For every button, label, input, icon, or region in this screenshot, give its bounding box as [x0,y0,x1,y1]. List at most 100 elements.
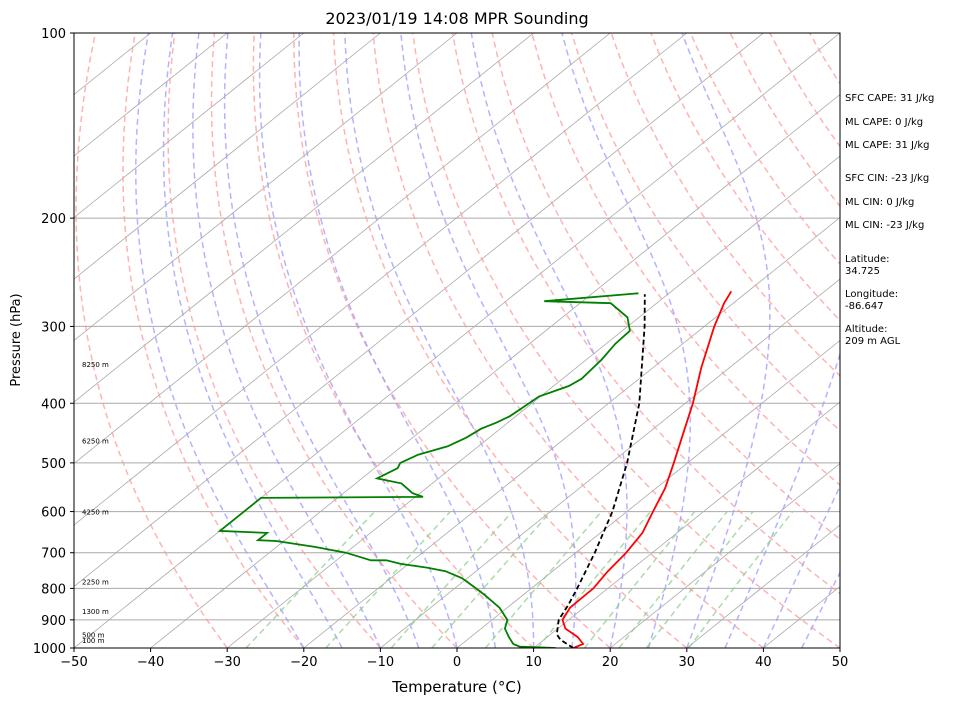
x-tick-label: 20 [602,655,619,670]
mixing-ratio-line [484,511,602,648]
isotherm-line [380,278,840,648]
y-tick-label: 300 [41,320,66,335]
x-tick-label: 40 [755,655,772,670]
isotherm-line [303,216,840,648]
height-label: 4250 m [82,509,109,517]
y-tick-label: 900 [41,614,66,629]
sfc-cin-label: SFC CIN: -23 J/kg [845,173,930,184]
dry-adiabat-line [412,33,840,648]
y-tick-label: 200 [41,212,66,227]
dry-adiabat-line [122,33,305,648]
mixing-ratio-line [390,511,513,648]
x-tick-label: −40 [137,655,164,670]
dry-adiabat-line [332,33,688,648]
y-tick-label: 400 [41,397,66,412]
temperature-line [561,290,733,648]
isotherm-line [74,33,381,280]
dry-adiabat-line [252,33,535,648]
moist-adiabat-line [162,33,343,648]
y-tick-label: 1000 [33,642,66,657]
y-tick-label: 700 [41,547,66,562]
sfc-cape-label: SFC CAPE: 31 J/kg [845,93,935,104]
isotherm-line [456,339,840,648]
x-tick-label: 30 [679,655,696,670]
height-label: 1300 m [82,608,109,616]
ml-cape-label: ML CAPE: 0 J/kg [845,117,924,128]
x-tick-label: −20 [290,655,317,670]
mixing-ratio-line [325,511,451,648]
isotherm-line [686,524,840,648]
dry-adiabat-line [650,33,840,322]
mixing-ratio-line [688,511,794,648]
mixing-ratio-line [618,511,728,648]
latitude-label: Latitude: 34.725 [845,254,890,277]
isotherm-line [74,33,458,342]
isotherm-line [74,33,228,157]
height-label: 8250 m [82,361,109,369]
isotherm-line [74,33,534,403]
isotherm-line [74,33,305,219]
isotherm-line [609,462,840,648]
x-tick-label: 50 [832,655,849,670]
dry-adiabat-line [610,33,840,377]
x-axis-label: Temperature (°C) [391,678,521,696]
isotherm-line [74,33,611,465]
isotherm-line [150,93,840,648]
moist-adiabat-line [135,33,305,648]
background-lines [74,33,953,648]
dry-adiabat-line [451,33,840,595]
x-tick-label: 10 [525,655,542,670]
x-tick-label: −30 [213,655,240,670]
moist-adiabat-line [561,33,692,648]
x-tick-label: 0 [453,655,461,670]
x-axis: −50 −40 −30 −20 −10 0 10 20 30 40 50 [60,648,848,670]
y-axis: 1000 900 800 700 600 500 400 300 200 100 [33,27,74,657]
dry-adiabat-line [75,33,228,648]
dry-adiabat-line [372,33,764,648]
y-tick-label: 800 [41,582,66,597]
moist-adiabat-line [192,33,382,648]
y-axis-label: Pressure (hPa) [9,293,24,386]
longitude-label: Longitude: -86.647 [845,289,899,312]
isotherm-line [74,33,688,526]
dry-adiabat-line [293,33,611,648]
moist-adiabat-line [470,33,628,648]
parcel-path-line [555,294,646,648]
height-label: 100 m [82,637,105,645]
x-tick-label: −10 [367,655,394,670]
ml-cin-label-2: ML CIN: -23 J/kg [845,220,925,231]
moist-adiabat-line [724,33,840,648]
dry-adiabat-line [167,33,381,648]
mixing-ratio-line [536,511,652,648]
height-label: 500 m [82,631,105,639]
dry-adiabat-line [570,33,840,432]
dry-adiabat-line [929,33,953,648]
altitude-label: Altitude: 209 m AGL [845,324,901,347]
moist-adiabat-line [681,33,771,648]
isotherm-line [533,401,840,648]
x-tick-label: −50 [60,655,87,670]
height-label: 2250 m [82,579,109,587]
isotherm-line [74,33,764,588]
isotherm-line [74,33,840,648]
moist-adiabat-line [258,33,458,648]
moist-adiabat-line [400,33,577,648]
ml-cin-label: ML CIN: 0 J/kg [845,197,915,208]
mixing-ratio-line [245,511,376,648]
moist-adiabat-line [344,33,535,648]
dry-adiabat-line [210,33,458,648]
y-tick-label: 600 [41,506,66,521]
y-tick-label: 100 [41,27,66,42]
mixing-ratio-line [645,511,754,648]
profile-lines [217,290,733,648]
ml-cape-label-2: ML CAPE: 31 J/kg [845,140,930,151]
height-label: 6250 m [82,438,109,446]
mixing-ratio-line [431,511,552,648]
mixing-ratio-line [583,511,696,648]
y-tick-label: 500 [41,457,66,472]
dewpoint-line [217,292,639,648]
chart-title: 2023/01/19 14:08 MPR Sounding [325,9,588,28]
moist-adiabat-line [298,33,497,648]
